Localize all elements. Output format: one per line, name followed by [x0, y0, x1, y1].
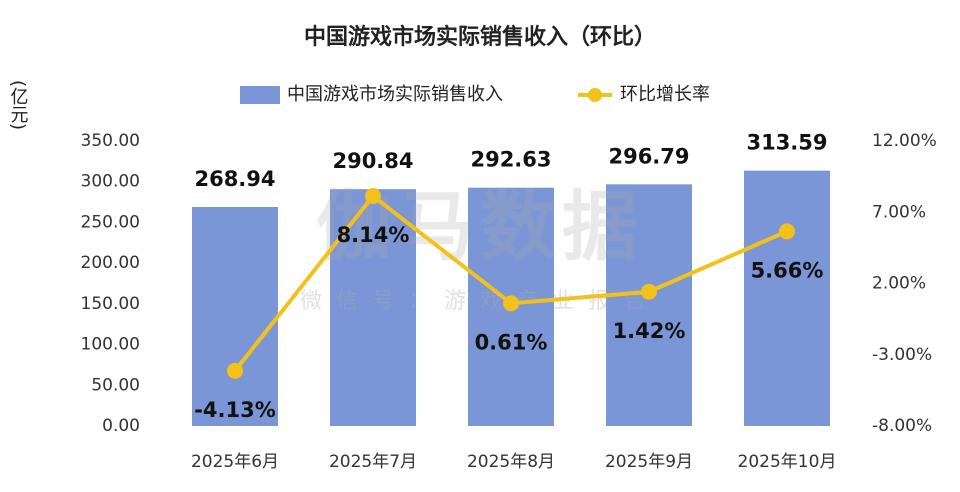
y-tick-label: 150.00: [81, 294, 140, 314]
legend-label: 中国游戏市场实际销售收入: [287, 84, 503, 105]
bar: [192, 207, 278, 426]
line-marker: [503, 295, 519, 312]
x-tick-label: 2025年10月: [738, 452, 837, 472]
bar-value-label: 290.84: [332, 149, 413, 173]
y2-tick-label: 7.00%: [872, 202, 926, 222]
bar-value-label: 292.63: [470, 148, 551, 172]
line-value-label: 5.66%: [751, 258, 824, 282]
legend-marker: [588, 88, 602, 102]
y-tick-label: 50.00: [91, 375, 140, 395]
x-tick-label: 2025年8月: [467, 452, 555, 472]
bar: [606, 184, 692, 426]
line-value-label: 8.14%: [337, 223, 410, 247]
y-tick-label: 100.00: [81, 335, 140, 355]
y-tick-label: 0.00: [102, 416, 140, 436]
bar-value-label: 296.79: [608, 144, 689, 168]
y-tick-label: 300.00: [81, 172, 140, 192]
line-marker: [227, 362, 243, 379]
legend-label: 环比增长率: [620, 84, 710, 105]
y2-tick-label: 2.00%: [872, 274, 926, 294]
line-marker: [365, 188, 381, 205]
bar: [330, 189, 416, 426]
y2-tick-label: -8.00%: [872, 416, 932, 436]
line-marker: [779, 223, 795, 240]
watermark-sub: 微信号：游戏产业报告: [300, 289, 660, 314]
x-tick-label: 2025年9月: [605, 452, 693, 472]
y-axis-label: (亿元): [8, 80, 29, 130]
y-tick-label: 250.00: [81, 212, 140, 232]
bar-value-label: 268.94: [194, 167, 275, 191]
x-tick-label: 2025年6月: [191, 452, 279, 472]
line-value-label: 0.61%: [475, 330, 548, 354]
y-tick-label: 350.00: [81, 131, 140, 151]
y-tick-label: 200.00: [81, 253, 140, 273]
line-marker: [641, 283, 657, 300]
bar: [744, 170, 830, 426]
y2-tick-label: 12.00%: [872, 131, 937, 151]
bar-value-label: 313.59: [746, 131, 827, 155]
x-tick-label: 2025年7月: [329, 452, 417, 472]
y2-tick-label: -3.00%: [872, 345, 932, 365]
chart-title: 中国游戏市场实际销售收入（环比）: [304, 24, 656, 50]
line-value-label: 1.42%: [613, 319, 686, 343]
legend-swatch: [240, 86, 280, 104]
line-value-label: -4.13%: [194, 398, 276, 422]
